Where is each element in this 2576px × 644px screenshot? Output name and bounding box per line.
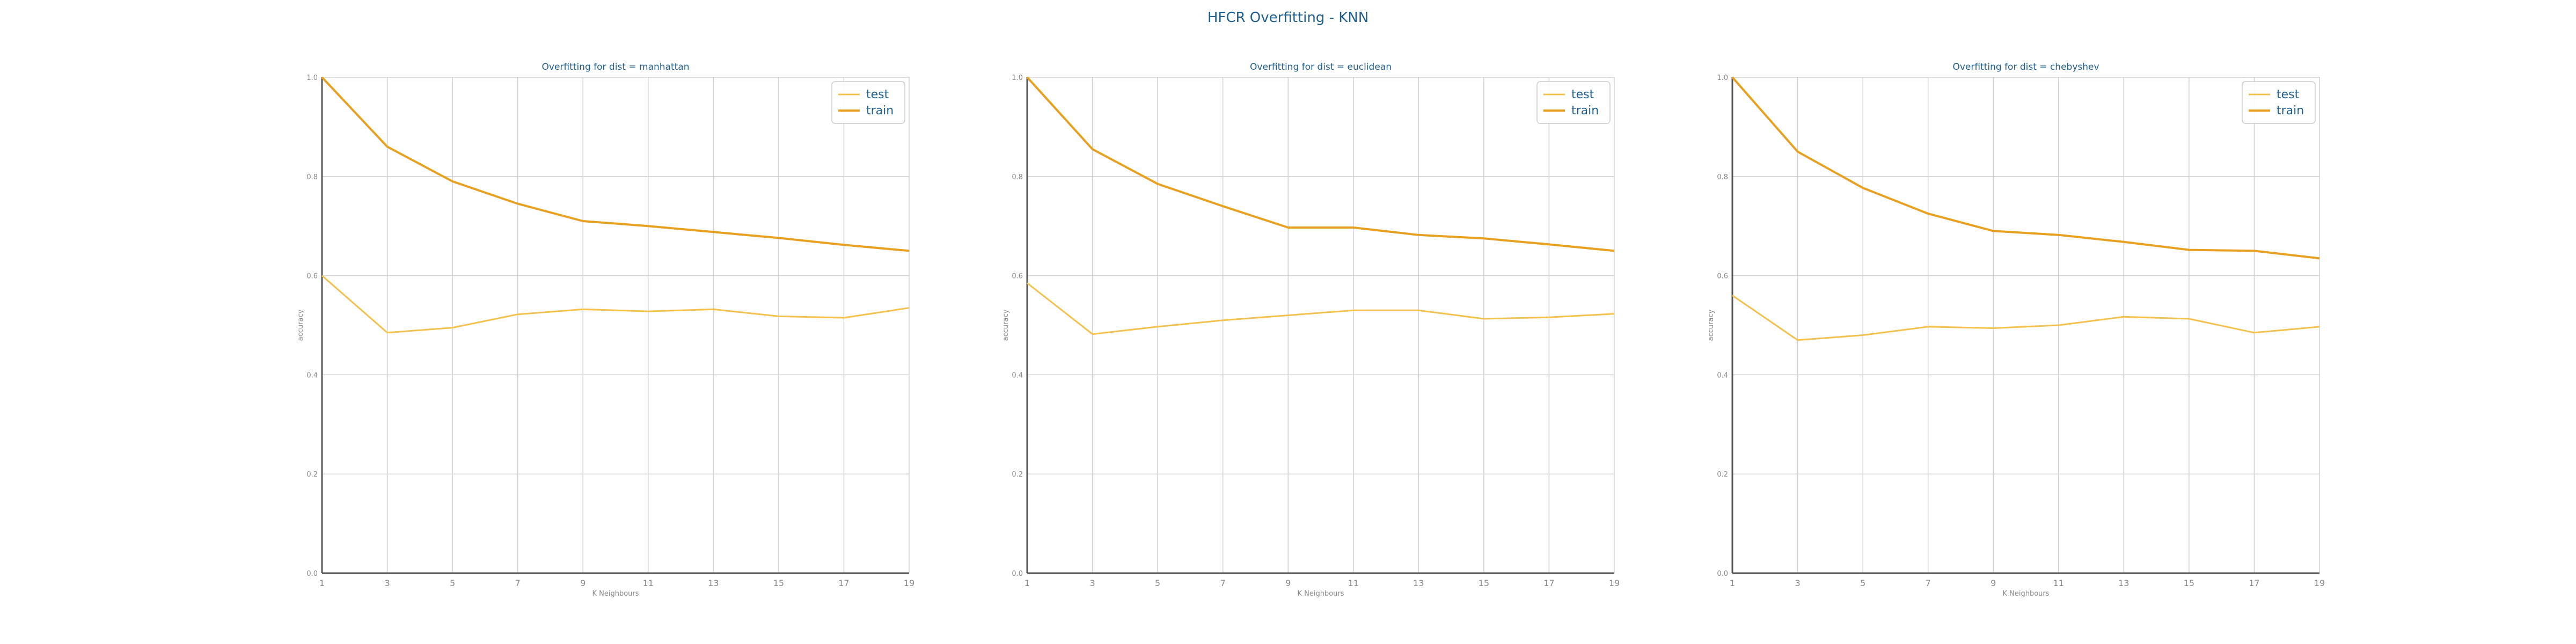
x-axis-label: K Neighbours (1297, 590, 1344, 598)
legend-box (831, 81, 905, 124)
x-tick-label: 13 (2118, 578, 2129, 588)
y-tick-label: 0.4 (1717, 371, 1728, 379)
x-tick-label: 5 (1155, 578, 1160, 588)
y-tick-label: 0.6 (1717, 273, 1728, 281)
x-tick-label: 9 (1990, 578, 1996, 588)
y-tick-label: 0.6 (306, 273, 318, 281)
x-tick-label: 17 (1543, 578, 1554, 588)
y-tick-label: 1.0 (306, 74, 318, 82)
x-tick-label: 15 (2184, 578, 2194, 588)
series-line-train (321, 76, 910, 252)
x-tick-label: 3 (384, 578, 390, 588)
y-tick-label: 0.2 (306, 471, 318, 479)
y-axis-label: accuracy (1707, 309, 1715, 341)
x-tick-label: 3 (1795, 578, 1800, 588)
y-tick-label: 0.2 (1012, 471, 1023, 479)
legend-label-train: train (1571, 104, 1599, 118)
y-tick-label: 0.0 (1717, 570, 1728, 578)
x-tick-label: 7 (1220, 578, 1226, 588)
x-axis-label: K Neighbours (592, 590, 639, 598)
y-tick-label: 0.2 (1717, 471, 1728, 479)
y-tick-label: 0.0 (1012, 570, 1023, 578)
y-tick-label: 0.4 (306, 371, 318, 379)
x-tick-label: 19 (904, 578, 914, 588)
legend-label-test: test (866, 88, 889, 101)
x-tick-label: 1 (1730, 578, 1735, 588)
y-tick-label: 0.8 (1012, 173, 1023, 181)
x-tick-label: 9 (1285, 578, 1291, 588)
x-tick-label: 1 (1024, 578, 1030, 588)
y-tick-label: 1.0 (1012, 74, 1023, 82)
y-tick-label: 0.8 (306, 173, 318, 181)
x-tick-label: 15 (773, 578, 784, 588)
x-tick-label: 9 (580, 578, 586, 588)
x-tick-label: 7 (515, 578, 521, 588)
x-axis-label: K Neighbours (2002, 590, 2049, 598)
y-axis-label: accuracy (1002, 309, 1010, 341)
subplot-title: Overfitting for dist = manhattan (542, 62, 690, 72)
series-line-test (321, 275, 910, 334)
x-tick-label: 11 (2053, 578, 2064, 588)
x-tick-label: 13 (708, 578, 719, 588)
x-tick-label: 3 (1089, 578, 1095, 588)
legend-box (1536, 81, 1611, 124)
y-tick-label: 0.4 (1012, 371, 1023, 379)
x-tick-label: 19 (1609, 578, 1620, 588)
x-tick-label: 7 (1926, 578, 1931, 588)
figure-title: HFCR Overfitting - KNN (1207, 10, 1369, 26)
y-tick-label: 0.6 (1012, 273, 1023, 281)
legend-label-train: train (2277, 104, 2304, 118)
legend-box (2242, 81, 2316, 124)
subplot-title: Overfitting for dist = chebyshev (1952, 62, 2099, 72)
series-line-test (1732, 295, 2320, 341)
x-tick-label: 15 (1479, 578, 1489, 588)
legend-label-test: test (1571, 88, 1594, 101)
y-tick-label: 0.8 (1717, 173, 1728, 181)
x-tick-label: 5 (450, 578, 455, 588)
y-tick-label: 0.0 (306, 570, 318, 578)
legend-label-train: train (866, 104, 894, 118)
x-tick-label: 17 (2249, 578, 2259, 588)
x-tick-label: 11 (643, 578, 654, 588)
y-tick-label: 1.0 (1717, 74, 1728, 82)
y-axis-label: accuracy (297, 309, 305, 341)
x-tick-label: 17 (838, 578, 849, 588)
x-tick-label: 11 (1348, 578, 1359, 588)
x-tick-label: 1 (319, 578, 325, 588)
legend-label-test: test (2277, 88, 2300, 101)
series-line-train (1731, 76, 2320, 260)
x-tick-label: 5 (1860, 578, 1865, 588)
series-line-train (1026, 76, 1615, 252)
x-tick-label: 19 (2314, 578, 2325, 588)
x-tick-label: 13 (1413, 578, 1424, 588)
subplot-title: Overfitting for dist = euclidean (1250, 62, 1392, 72)
series-line-test (1027, 282, 1615, 335)
